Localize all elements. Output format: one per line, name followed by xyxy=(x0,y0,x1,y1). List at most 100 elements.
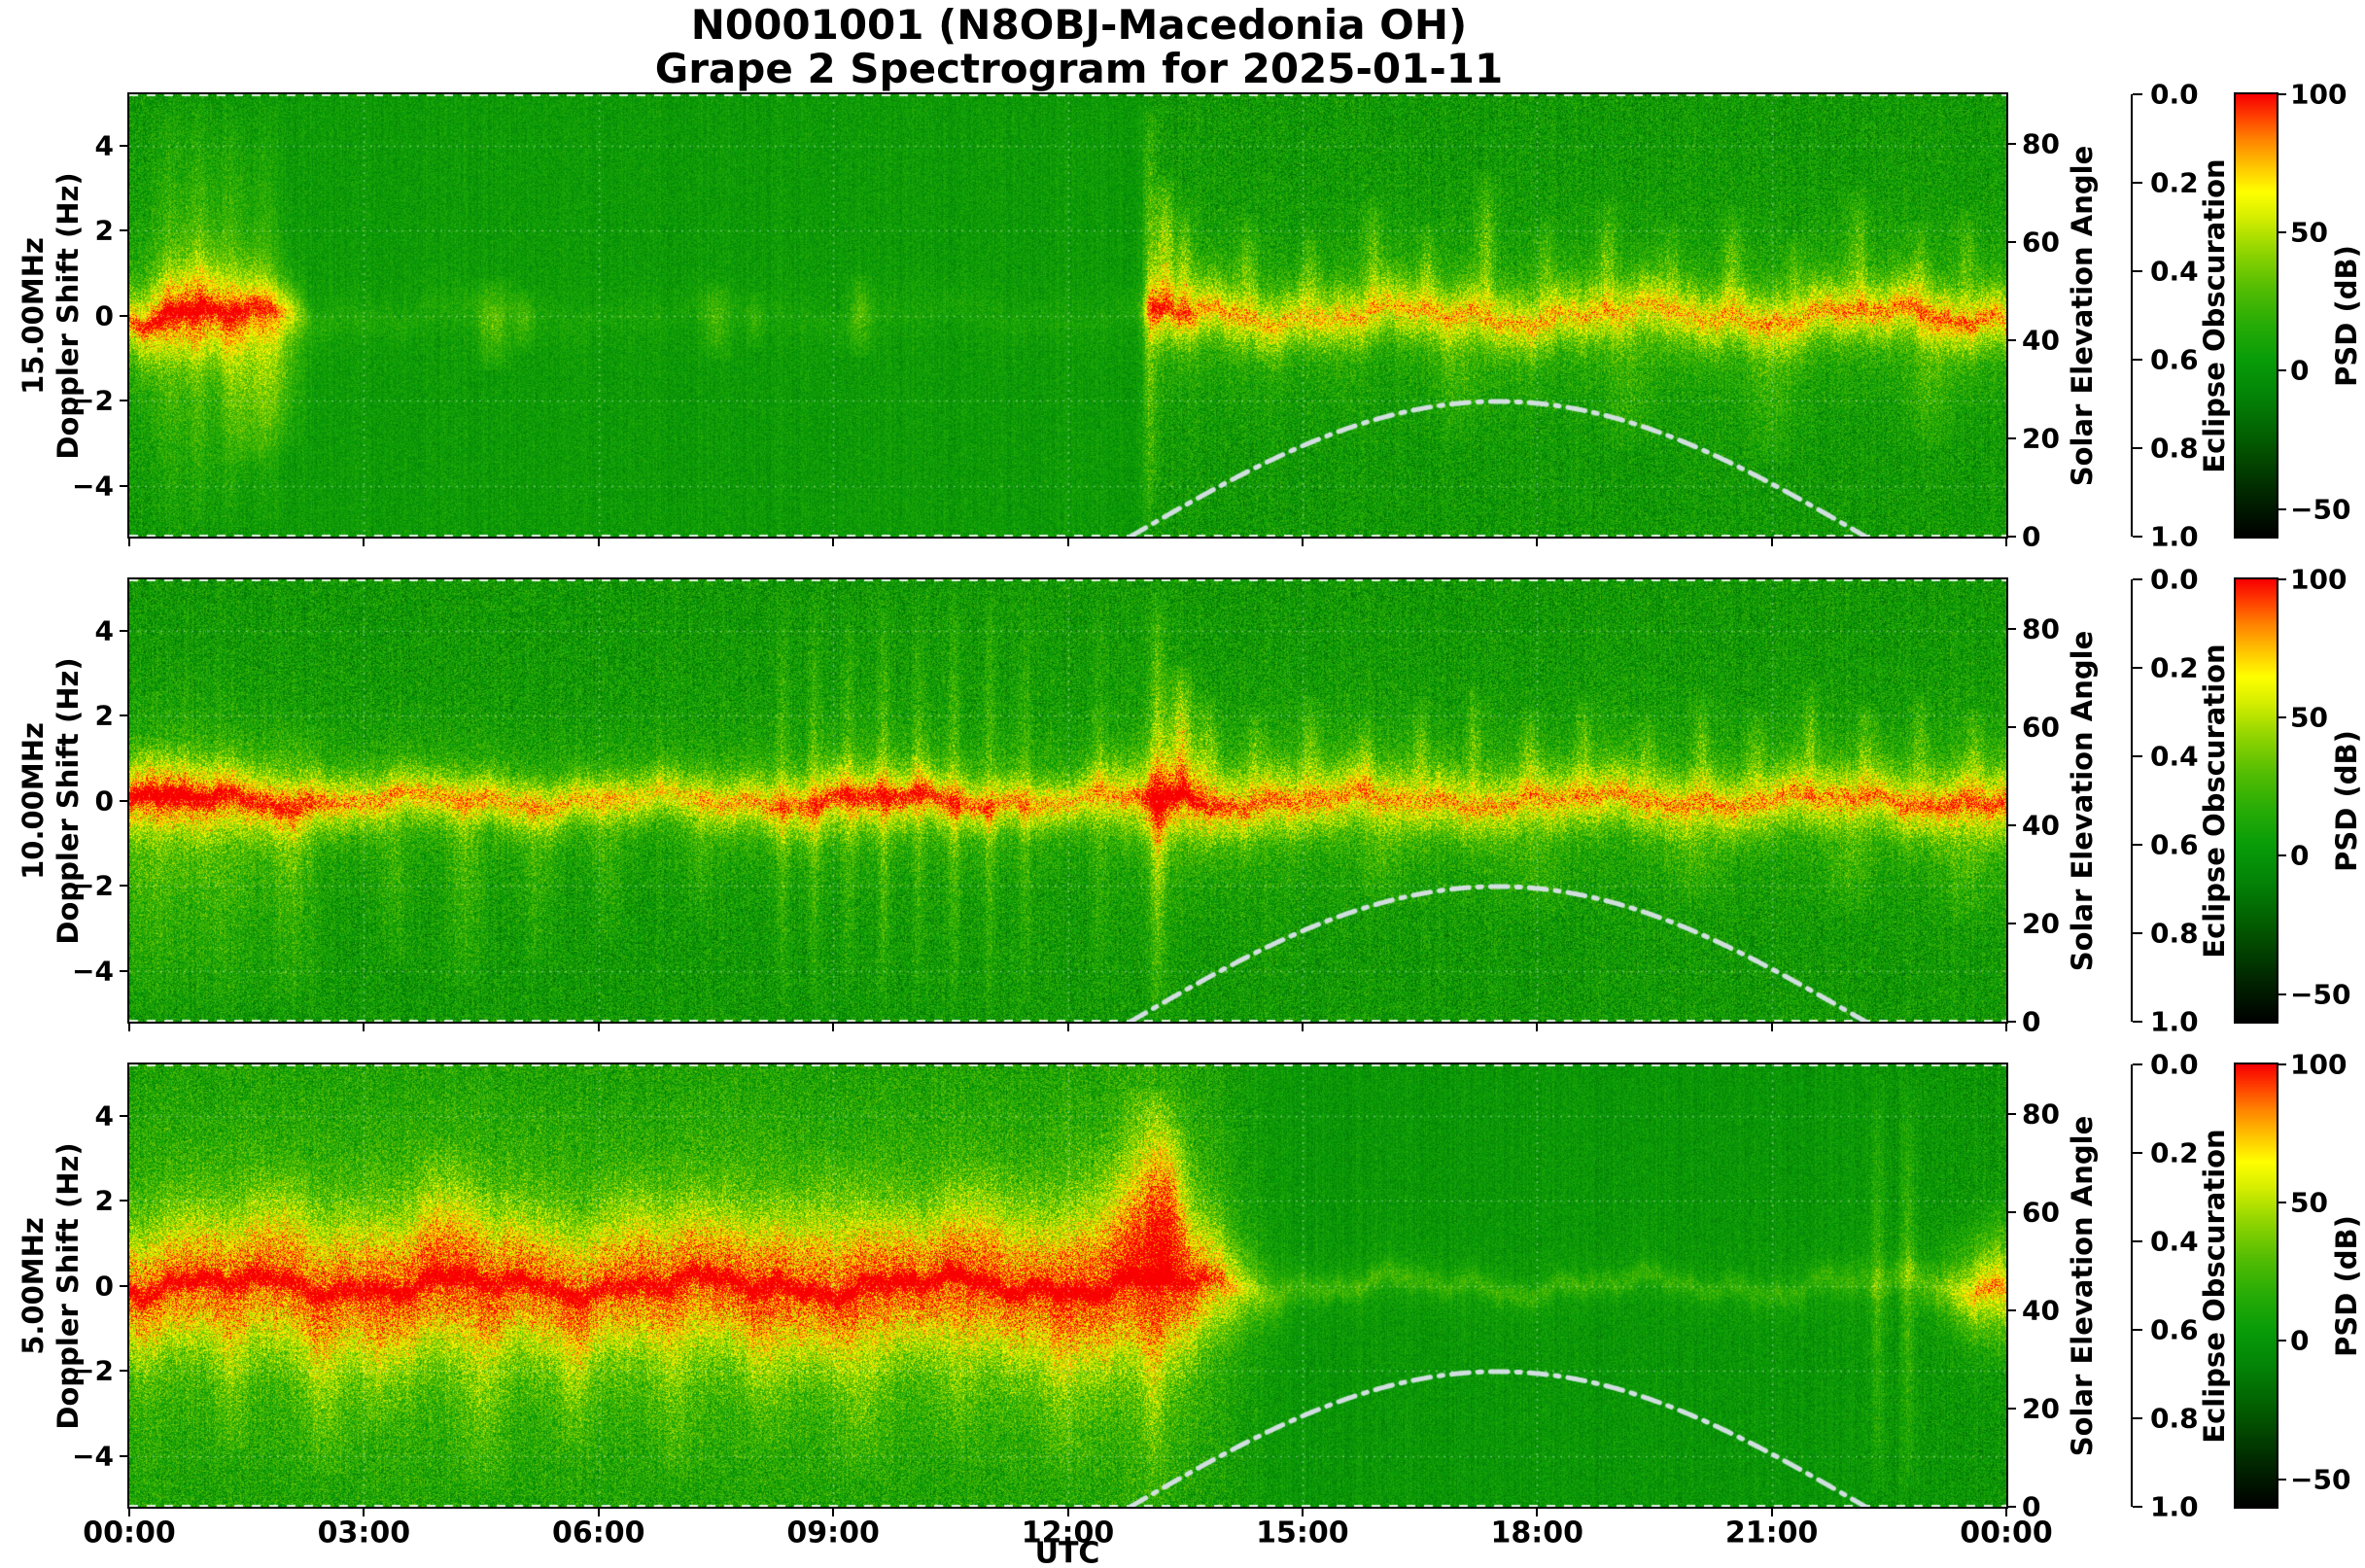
doppler-tick xyxy=(120,314,129,317)
utc-tick xyxy=(1301,1507,1304,1516)
solar-tick xyxy=(2006,142,2016,145)
utc-tick xyxy=(2005,1022,2007,1031)
eclipse-tick-label: 0.6 xyxy=(2150,828,2199,861)
psd-axis-label-15mhz: PSD (dB) xyxy=(2330,244,2363,387)
doppler-tick-label: 4 xyxy=(94,614,114,646)
eclipse-axis-label-10mhz: Eclipse Obscuration xyxy=(2198,643,2231,958)
eclipse-tick-label: 0.6 xyxy=(2150,1313,2199,1346)
psd-axis-label-10mhz: PSD (dB) xyxy=(2330,729,2363,872)
psd-tick xyxy=(2277,993,2286,995)
doppler-tick xyxy=(120,1284,129,1287)
doppler-tick-label: −2 xyxy=(72,869,114,902)
solar-tick xyxy=(2006,1021,2016,1023)
psd-tick-label: 50 xyxy=(2290,701,2328,734)
eclipse-tick-label: 0.2 xyxy=(2150,1136,2199,1169)
utc-tick-label: 21:00 xyxy=(1724,1516,1819,1551)
solar-tick-label: 20 xyxy=(2022,907,2060,940)
solar-tick-label: 20 xyxy=(2022,1392,2060,1425)
utc-tick-label: 18:00 xyxy=(1490,1516,1584,1551)
utc-tick xyxy=(128,1022,130,1031)
psd-axis-label-5mhz: PSD (dB) xyxy=(2330,1214,2363,1357)
solar-axis-label-10mhz: Solar Elevation Angle xyxy=(2066,630,2099,971)
eclipse-axis-spine-5mhz xyxy=(2131,1064,2133,1507)
doppler-tick-label: −4 xyxy=(72,470,114,502)
eclipse-axis-spine-15mhz xyxy=(2131,94,2133,537)
eclipse-tick-label: 0.4 xyxy=(2150,740,2199,773)
eclipse-tick xyxy=(2133,1329,2142,1331)
psd-tick-label: 100 xyxy=(2290,78,2348,111)
utc-tick xyxy=(2005,1507,2007,1516)
utc-tick xyxy=(1770,1022,1773,1031)
solar-tick-label: 20 xyxy=(2022,422,2060,455)
doppler-tick xyxy=(120,1114,129,1117)
solar-tick xyxy=(2006,1506,2016,1508)
title-line-2: Grape 2 Spectrogram for 2025-01-11 xyxy=(654,44,1504,92)
doppler-tick-label: 4 xyxy=(94,1099,114,1132)
eclipse-tick-label: 0.4 xyxy=(2150,255,2199,288)
utc-tick xyxy=(363,1022,365,1031)
doppler-tick-label: 0 xyxy=(94,299,114,331)
psd-tick xyxy=(2277,578,2286,580)
solar-tick xyxy=(2006,1112,2016,1115)
eclipse-tick xyxy=(2133,1021,2142,1023)
utc-tick xyxy=(597,1022,600,1031)
psd-colorbar-15mhz xyxy=(2234,92,2278,539)
solar-axis-label-15mhz: Solar Elevation Angle xyxy=(2066,145,2099,486)
eclipse-tick-label: 0.8 xyxy=(2150,1402,2199,1435)
eclipse-tick xyxy=(2133,182,2142,184)
solar-tick xyxy=(2006,338,2016,341)
eclipse-tick xyxy=(2133,932,2142,934)
utc-tick xyxy=(597,537,600,546)
utc-tick xyxy=(1770,537,1773,546)
solar-tick-label: 0 xyxy=(2022,1490,2041,1523)
utc-tick xyxy=(128,1507,130,1516)
psd-tick xyxy=(2277,369,2286,372)
eclipse-tick-label: 0.2 xyxy=(2150,651,2199,684)
doppler-tick xyxy=(120,144,129,147)
solar-tick-label: 60 xyxy=(2022,1196,2060,1229)
doppler-tick-label: 0 xyxy=(94,784,114,817)
psd-tick-label: 100 xyxy=(2290,1048,2348,1081)
solar-tick-label: 80 xyxy=(2022,127,2060,160)
psd-tick-label: 0 xyxy=(2290,1324,2310,1357)
doppler-tick-label: 4 xyxy=(94,129,114,161)
utc-tick xyxy=(2005,537,2007,546)
eclipse-tick-label: 0.0 xyxy=(2150,78,2199,111)
doppler-tick-label: 2 xyxy=(94,699,114,732)
eclipse-tick-label: 0.8 xyxy=(2150,432,2199,465)
eclipse-tick-label: 0.8 xyxy=(2150,917,2199,950)
title-line-1: N0001001 (N8OBJ-Macedonia OH) xyxy=(690,1,1468,49)
utc-tick xyxy=(1066,1507,1069,1516)
psd-tick xyxy=(2277,231,2286,234)
spectrogram-canvas-15mhz xyxy=(127,92,2008,539)
solar-tick xyxy=(2006,922,2016,924)
doppler-tick-label: 2 xyxy=(94,214,114,247)
eclipse-axis-label-5mhz: Eclipse Obscuration xyxy=(2198,1128,2231,1444)
psd-tick-label: 0 xyxy=(2290,839,2310,872)
solar-tick-label: 80 xyxy=(2022,612,2060,645)
eclipse-tick xyxy=(2133,1240,2142,1242)
eclipse-tick xyxy=(2133,1417,2142,1419)
eclipse-tick-label: 0.0 xyxy=(2150,563,2199,596)
psd-tick-label: 50 xyxy=(2290,1186,2328,1219)
eclipse-tick xyxy=(2133,1063,2142,1065)
solar-tick xyxy=(2006,627,2016,630)
figure-title: N0001001 (N8OBJ-Macedonia OH) Grape 2 Sp… xyxy=(654,1,1504,92)
frequency-label-10mhz: 10.00MHz xyxy=(17,721,50,880)
solar-axis-label-5mhz: Solar Elevation Angle xyxy=(2066,1115,2099,1456)
psd-tick xyxy=(2277,93,2286,95)
doppler-tick xyxy=(120,1200,129,1202)
doppler-tick xyxy=(120,1454,129,1457)
utc-tick xyxy=(1066,537,1069,546)
eclipse-axis-label-15mhz: Eclipse Obscuration xyxy=(2198,157,2231,473)
solar-tick-label: 60 xyxy=(2022,226,2060,259)
eclipse-tick-label: 0.0 xyxy=(2150,1048,2199,1081)
psd-colorbar-5mhz xyxy=(2234,1063,2278,1509)
eclipse-tick xyxy=(2133,270,2142,272)
utc-tick-label: 09:00 xyxy=(786,1516,880,1551)
utc-tick xyxy=(832,1022,835,1031)
frequency-label-15mhz: 15.00MHz xyxy=(17,236,50,395)
doppler-tick xyxy=(120,969,129,972)
psd-tick-label: −50 xyxy=(2290,1463,2351,1496)
doppler-tick xyxy=(120,229,129,231)
